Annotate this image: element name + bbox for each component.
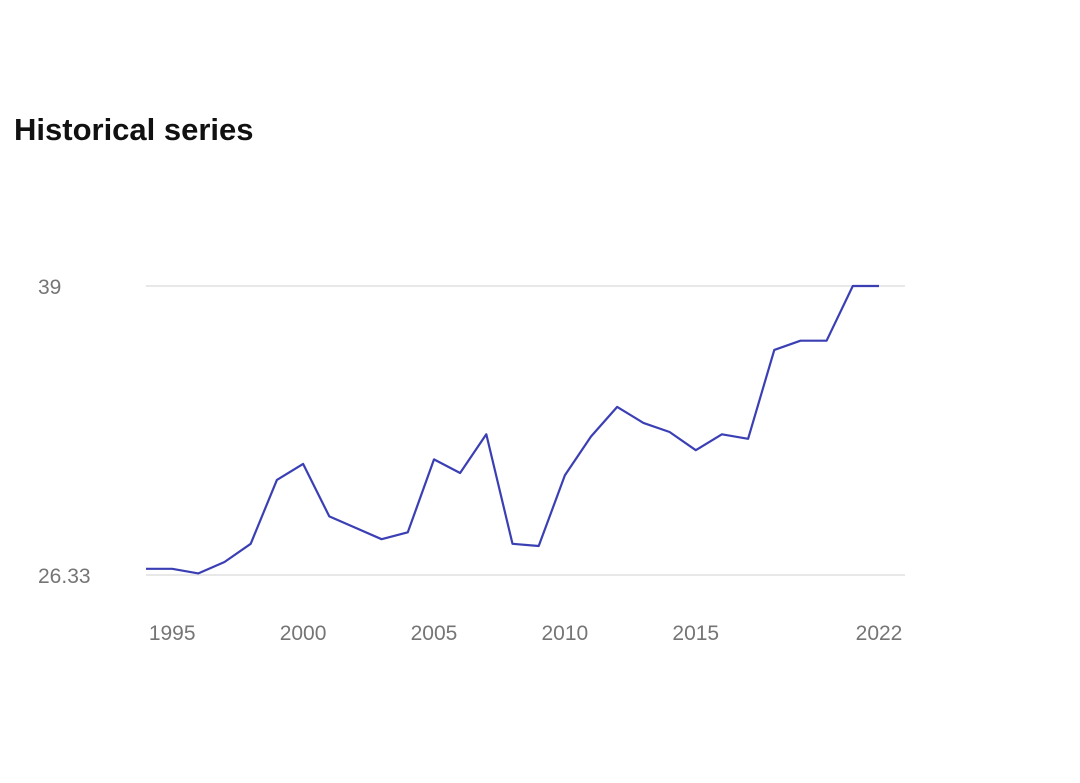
x-tick-label: 2000 xyxy=(280,622,327,645)
y-tick-label: 39 xyxy=(38,276,61,299)
x-tick-label: 2010 xyxy=(541,622,588,645)
x-tick-label: 2015 xyxy=(672,622,719,645)
series-lines xyxy=(146,284,879,575)
x-axis-ticks: 1995 2000 2005 2010 2015 2022 xyxy=(149,622,903,645)
series-line xyxy=(146,284,879,575)
chart-title: Historical series xyxy=(14,112,254,147)
y-axis-ticks: 39 26.33 xyxy=(38,276,91,588)
gridlines xyxy=(146,285,905,576)
x-tick-label: 2005 xyxy=(411,622,458,645)
x-tick-label: 2022 xyxy=(856,622,903,645)
x-tick-label: 1995 xyxy=(149,622,196,645)
y-tick-label: 26.33 xyxy=(38,565,91,588)
